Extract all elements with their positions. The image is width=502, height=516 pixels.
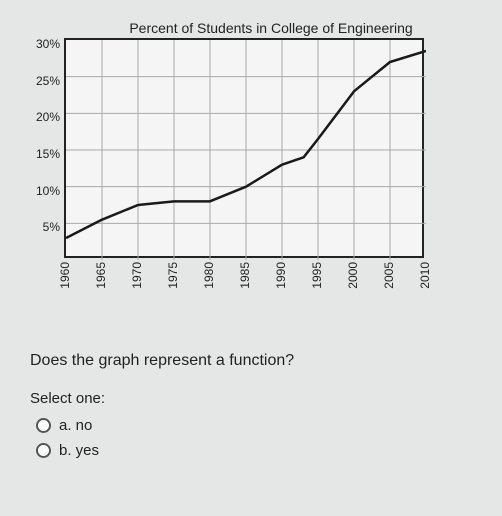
x-tick-label: 2010: [418, 262, 432, 289]
x-tick-label: 2005: [382, 262, 396, 289]
select-one-label: Select one:: [30, 390, 482, 407]
x-tick-label: 1980: [202, 262, 216, 289]
option-a[interactable]: a. no: [36, 417, 482, 434]
y-axis: 30%25%20%15%10%5%: [30, 38, 64, 258]
option-label: b. yes: [59, 442, 99, 459]
x-tick-label: 1970: [130, 262, 144, 289]
chart-body: 30%25%20%15%10%5% 1960 1965 1970 1975 1980 19…: [30, 38, 482, 322]
radio-icon: [36, 443, 51, 458]
x-tick-label: 1990: [274, 262, 288, 289]
question-text: Does the graph represent a function?: [30, 352, 482, 370]
x-tick-label: 1985: [238, 262, 252, 289]
x-axis: 1960196519701975198019851990199520002005…: [64, 262, 424, 322]
x-tick-label: 1975: [166, 262, 180, 289]
x-tick-label: 2000: [346, 262, 360, 289]
plot-wrap: 1960196519701975198019851990199520002005…: [64, 38, 424, 322]
x-tick-label: 1995: [310, 262, 324, 289]
option-b[interactable]: b. yes: [36, 442, 482, 459]
x-tick-label: 1960: [58, 262, 72, 289]
radio-icon: [36, 418, 51, 433]
plot-area: [64, 38, 424, 258]
chart-title: Percent of Students in College of Engine…: [60, 20, 482, 36]
chart-container: Percent of Students in College of Engine…: [30, 20, 482, 322]
option-label: a. no: [59, 417, 92, 434]
x-tick-label: 1965: [94, 262, 108, 289]
